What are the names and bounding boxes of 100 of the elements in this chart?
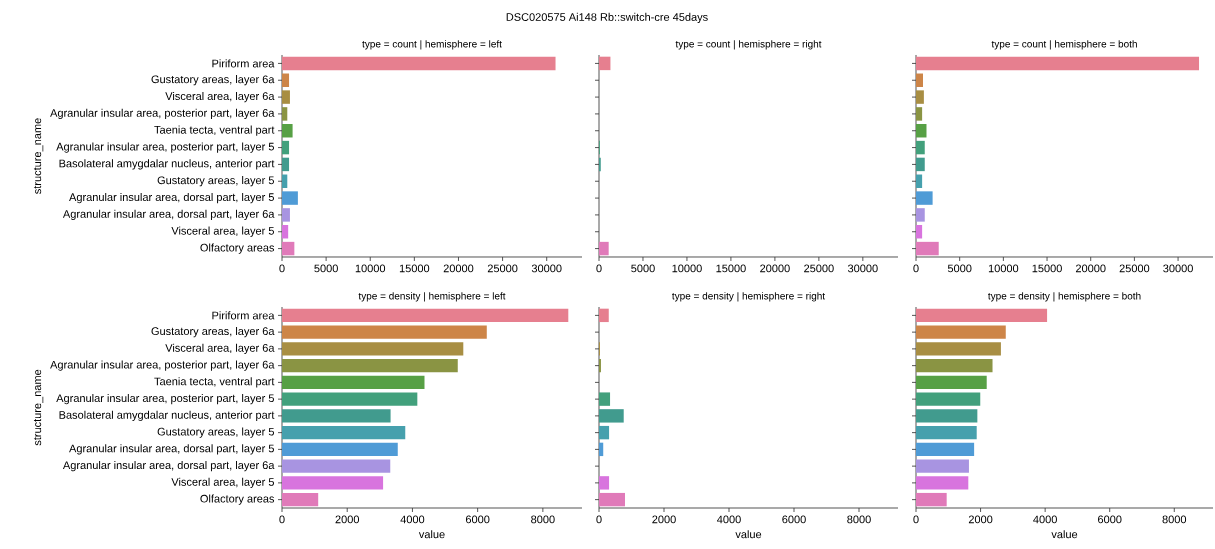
y-tick-label: Visceral area, layer 6a (165, 91, 275, 103)
y-tick-label: Olfactory areas (200, 243, 275, 254)
bar (282, 476, 384, 490)
bar (282, 124, 293, 138)
bar (282, 191, 298, 205)
bar (916, 107, 923, 121)
x-tick-label: 8000 (531, 515, 555, 524)
bar (282, 492, 319, 507)
y-axis-title: structure_name (33, 369, 44, 446)
bar (916, 124, 927, 138)
x-tick-label: 0 (913, 264, 919, 273)
text: DSC020575 Ai148 Rb::switch-cre 45days (506, 12, 708, 24)
bar (282, 342, 464, 356)
bar (599, 492, 626, 507)
bar (282, 425, 406, 440)
bar (282, 208, 290, 222)
y-tick-label: Basolateral amygdalar nucleus, anterior part (59, 410, 275, 421)
x-axis-title: value (418, 530, 445, 539)
bar (599, 409, 624, 423)
y-tick-label: Agranular insular area, posterior part, layer 5 (56, 394, 274, 405)
bar (916, 392, 981, 406)
bar (916, 325, 1006, 339)
bar (282, 90, 290, 104)
bar (282, 56, 556, 71)
bar (916, 308, 1048, 323)
x-tick-label: 4000 (400, 515, 425, 524)
x-tick-label: 2000 (652, 515, 676, 524)
x-tick-label: 8000 (1162, 515, 1187, 524)
bar (282, 73, 290, 87)
x-tick-label: 20000 (760, 264, 790, 273)
x-tick-label: 5000 (314, 264, 338, 273)
bar (282, 174, 288, 188)
bar (916, 409, 978, 423)
y-tick-label: Piriform area (212, 59, 275, 68)
x-tick-label: 4000 (717, 515, 741, 524)
y-tick-label: Agranular insular area, posterior part, layer 6a (50, 108, 275, 120)
bar (916, 191, 933, 205)
bar (282, 392, 418, 406)
bar (282, 358, 458, 373)
bar (282, 375, 425, 390)
bar (599, 308, 609, 323)
y-tick-label: Gustatory areas, layer 5 (157, 427, 274, 438)
y-tick-label: Olfactory areas (200, 494, 275, 505)
y-tick-label: Agranular insular area, dorsal part, layer 5 (69, 192, 274, 204)
bar (599, 476, 610, 490)
x-tick-label: 15000 (1032, 264, 1062, 273)
bar (282, 241, 295, 256)
y-tick-label: Visceral area, layer 5 (171, 477, 274, 488)
bar (916, 342, 1001, 356)
bar (916, 459, 969, 473)
x-axis-title: value (735, 530, 762, 539)
bar (916, 442, 975, 457)
bar (599, 392, 611, 406)
x-tick-label: 8000 (847, 515, 871, 524)
x-tick-label: 6000 (782, 515, 806, 524)
bar (282, 225, 289, 239)
y-tick-label: Agranular insular area, posterior part, layer 5 (56, 142, 274, 153)
bar (916, 425, 977, 440)
x-axis-title: value (1051, 530, 1078, 539)
x-tick-label: 10000 (988, 264, 1019, 273)
bar (916, 73, 923, 87)
bar (599, 442, 604, 457)
x-tick-label: 25000 (487, 264, 518, 273)
chart-title: type = count | hemisphere = left (362, 40, 502, 50)
x-tick-label: 0 (279, 515, 285, 524)
bar (282, 157, 290, 172)
x-tick-label: 30000 (1163, 264, 1193, 273)
x-tick-label: 20000 (443, 264, 474, 273)
y-tick-label: Gustatory areas, layer 5 (157, 176, 274, 187)
bar (916, 358, 993, 373)
chart-title: type = count | hemisphere = right (675, 40, 822, 50)
x-tick-label: 25000 (804, 264, 834, 273)
y-axis-title: structure_name (33, 118, 44, 194)
bar (282, 409, 391, 423)
x-tick-label: 2000 (968, 515, 993, 524)
chart-title: type = density | hemisphere = left (358, 292, 506, 302)
x-tick-label: 0 (913, 515, 919, 524)
bar (916, 225, 923, 239)
y-tick-label: Gustatory areas, layer 6a (151, 75, 275, 86)
x-tick-label: 4000 (1033, 515, 1057, 524)
x-tick-label: 6000 (465, 515, 490, 524)
x-tick-label: 0 (279, 264, 285, 273)
bar (916, 375, 987, 390)
x-tick-label: 25000 (1119, 264, 1150, 273)
y-tick-label: Agranular insular area, dorsal part, layer 6a (62, 461, 275, 472)
x-tick-label: 15000 (716, 264, 746, 273)
y-tick-label: Basolateral amygdalar nucleus, anterior part (59, 159, 275, 170)
bar (916, 208, 925, 222)
x-tick-label: 20000 (1075, 264, 1106, 273)
y-tick-label: Taenia tecta, ventral part (154, 125, 275, 136)
chart-title: type = density | hemisphere = both (988, 292, 1141, 302)
bar (916, 56, 1200, 71)
x-tick-label: 5000 (631, 264, 655, 273)
bar (916, 140, 925, 155)
x-tick-label: 2000 (335, 515, 360, 524)
bar (599, 425, 610, 440)
bar (282, 140, 290, 155)
bar (916, 174, 923, 188)
bar (916, 157, 925, 172)
x-tick-label: 30000 (847, 264, 878, 273)
